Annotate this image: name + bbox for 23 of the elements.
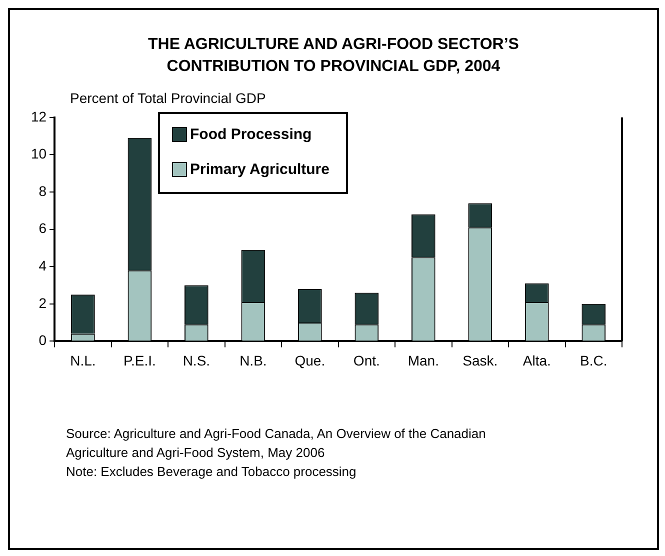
x-tick-label: N.B. <box>240 352 267 368</box>
legend-label: Food Processing <box>190 126 312 143</box>
y-axis-title: Percent of Total Provincial GDP <box>70 90 267 106</box>
y-tick-label: 4 <box>38 257 47 274</box>
chart-title: THE AGRICULTURE AND AGRI-FOOD SECTOR’S CONTRIBUTION TO PROVINCIAL GDP, 2004 <box>147 35 520 77</box>
y-tick-label: 8 <box>38 182 47 199</box>
y-tick-label: 12 <box>30 108 47 124</box>
y-tick-label: 10 <box>30 146 47 162</box>
legend-label: Primary Agriculture <box>190 161 330 178</box>
x-tick-label: B.C. <box>580 352 608 368</box>
x-tick-label: Alta. <box>522 352 551 368</box>
x-tick-label: Ont. <box>353 352 380 368</box>
x-tick-label: Que. <box>294 352 326 368</box>
x-tick-label: Man. <box>408 352 439 368</box>
x-tick-label: Sask. <box>462 352 498 368</box>
source-note: Source: Agriculture and Agri-Food Canada, An Overview of the Canadian Agriculture and Agri-Food System, May 2006 <box>66 425 486 462</box>
x-tick-label: P.E.I. <box>123 352 156 368</box>
x-tick-label: N.L. <box>70 352 96 368</box>
x-tick-label: N.S. <box>182 352 210 368</box>
y-tick-label: 0 <box>38 332 47 348</box>
y-tick-label: 6 <box>38 220 47 236</box>
text: Note: Excludes Beverage and Tobacco processing <box>66 463 358 481</box>
y-tick-label: 2 <box>38 294 47 311</box>
